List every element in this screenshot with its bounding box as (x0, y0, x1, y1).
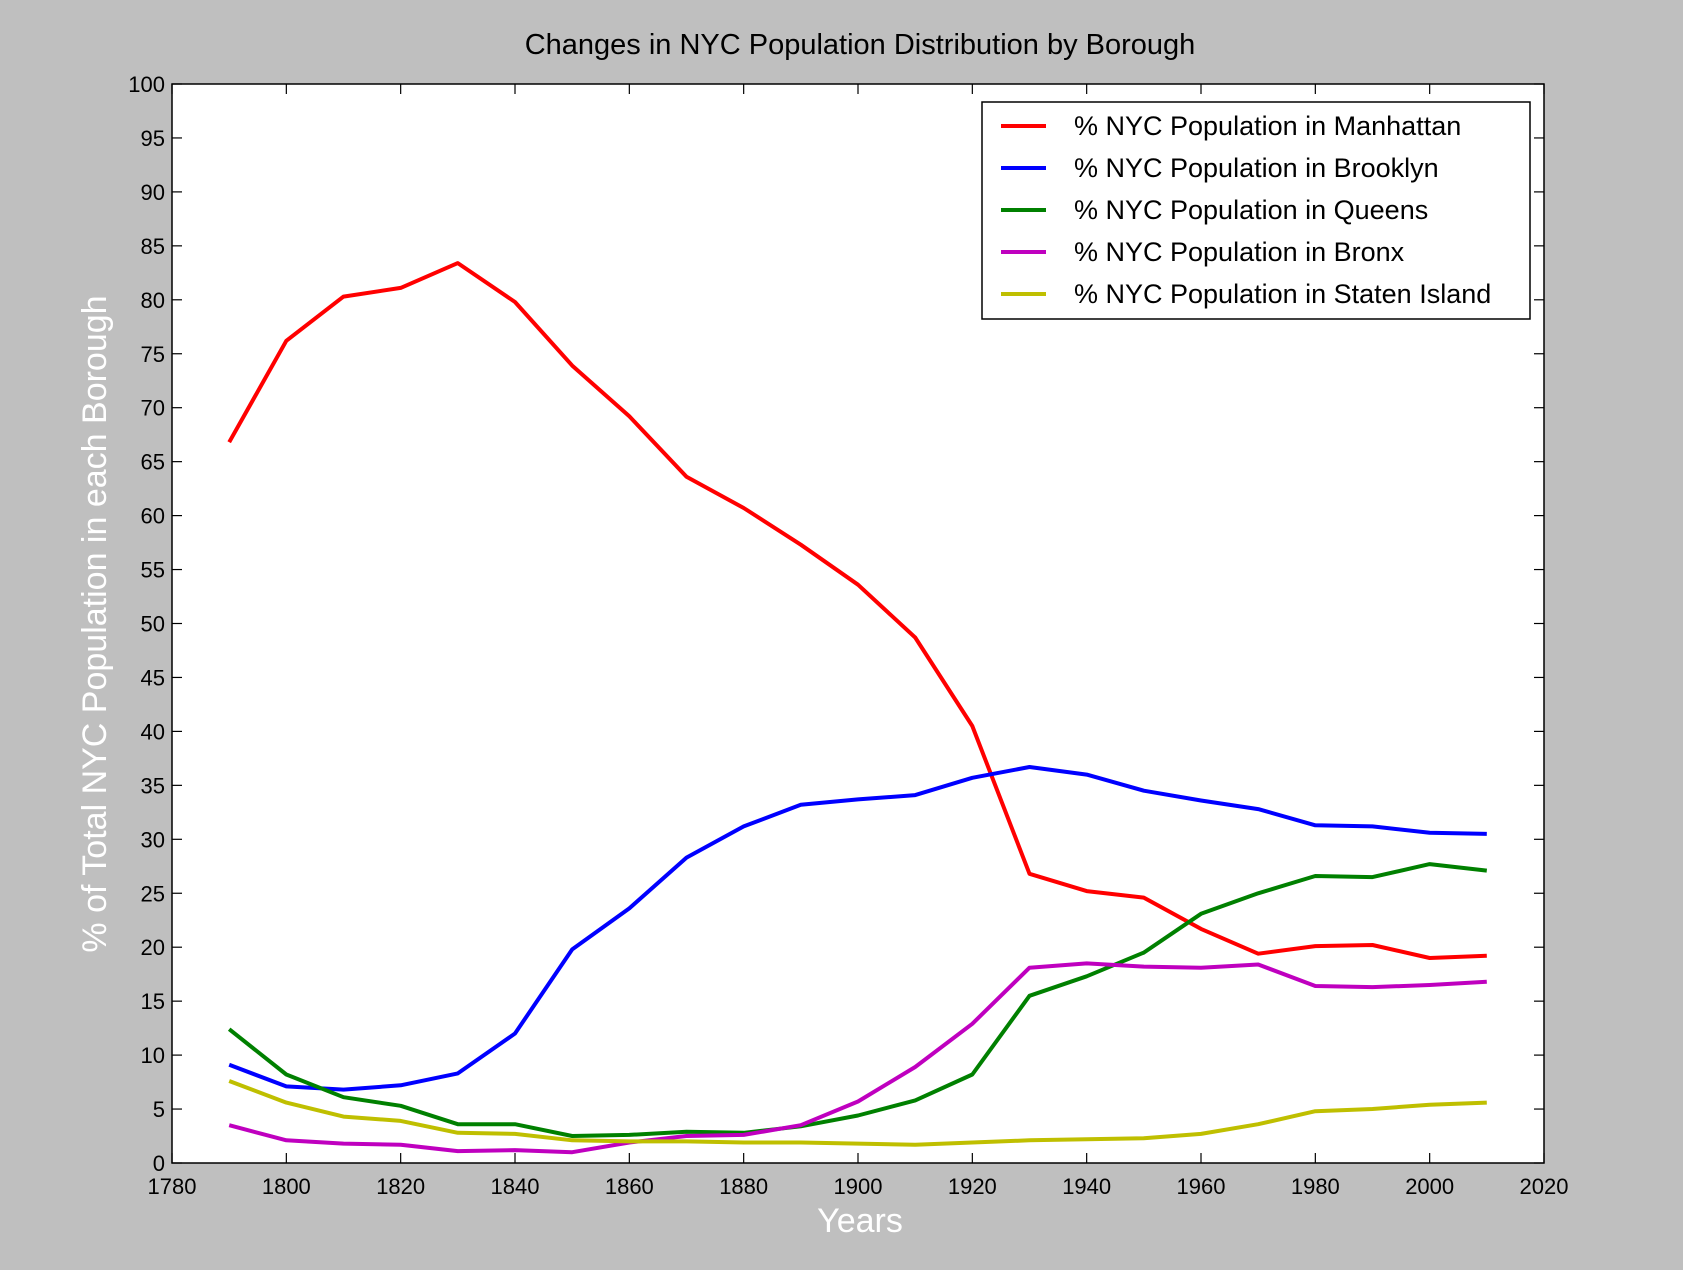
x-tick-label: 1780 (148, 1174, 197, 1199)
legend-entry-label: % NYC Population in Bronx (1074, 237, 1405, 267)
x-tick-label: 1820 (376, 1174, 425, 1199)
y-tick-label: 10 (141, 1043, 165, 1068)
y-tick-label: 40 (141, 719, 165, 744)
legend-box (981, 101, 1531, 320)
x-tick-label: 2020 (1520, 1174, 1569, 1199)
chart-title: Changes in NYC Population Distribution b… (525, 29, 1196, 61)
y-tick-label: 55 (141, 558, 165, 583)
x-tick-label: 1840 (491, 1174, 540, 1199)
y-tick-label: 75 (141, 342, 165, 367)
series-line-3 (228, 961, 1487, 1155)
y-tick-label: 60 (141, 504, 165, 529)
y-tick-label: 20 (141, 935, 165, 960)
x-tick-label: 1860 (605, 1174, 654, 1199)
x-tick-label: 1920 (948, 1174, 997, 1199)
y-tick-label: 35 (141, 773, 165, 798)
y-tick-label: 25 (141, 881, 165, 906)
y-tick-label: 45 (141, 665, 165, 690)
series-lines (227, 261, 1488, 1155)
y-tick-label: 85 (141, 234, 165, 259)
legend: % NYC Population in Manhattan % NYC Popul… (981, 101, 1531, 320)
y-tick-label: 100 (128, 72, 165, 97)
y-tick-label: 5 (153, 1097, 165, 1122)
x-tick-label: 1980 (1291, 1174, 1340, 1199)
x-axis-label: Years (817, 1202, 903, 1240)
x-tick-label: 1940 (1062, 1174, 1111, 1199)
series-line-2 (227, 862, 1488, 1138)
y-tick-label: 70 (141, 396, 165, 421)
y-axis: 0 5 10 15 20 25 30 35 40 45 50 55 60 65 70 75 80 85 90 95 10… (128, 72, 1544, 1176)
legend-entry-label: % NYC Population in Manhattan (1074, 111, 1461, 141)
y-tick-label: 95 (141, 126, 165, 151)
x-tick-label: 1900 (834, 1174, 883, 1199)
y-tick-label: 90 (141, 180, 165, 205)
y-tick-label: 0 (153, 1151, 165, 1176)
series-line-4 (228, 1079, 1487, 1147)
series-line-1 (228, 765, 1487, 1092)
y-tick-label: 30 (141, 827, 165, 852)
y-tick-label: 50 (141, 612, 165, 637)
legend-entry-label: % NYC Population in Queens (1074, 195, 1428, 225)
y-tick-label: 65 (141, 450, 165, 475)
x-axis: 1780 1800 1820 1840 1860 1880 1900 1920 1940 1960… (148, 84, 1569, 1199)
x-tick-label: 1800 (262, 1174, 311, 1199)
series-line-0 (227, 261, 1487, 960)
legend-entry-label: % NYC Population in Brooklyn (1074, 153, 1439, 183)
legend-entry-label: % NYC Population in Staten Island (1074, 279, 1491, 309)
y-tick-label: 80 (141, 288, 165, 313)
x-tick-label: 1880 (719, 1174, 768, 1199)
y-tick-label: 15 (141, 989, 165, 1014)
x-tick-label: 1960 (1177, 1174, 1226, 1199)
y-axis-label: % of Total NYC Population in each Boroug… (76, 295, 114, 952)
x-tick-label: 2000 (1405, 1174, 1454, 1199)
